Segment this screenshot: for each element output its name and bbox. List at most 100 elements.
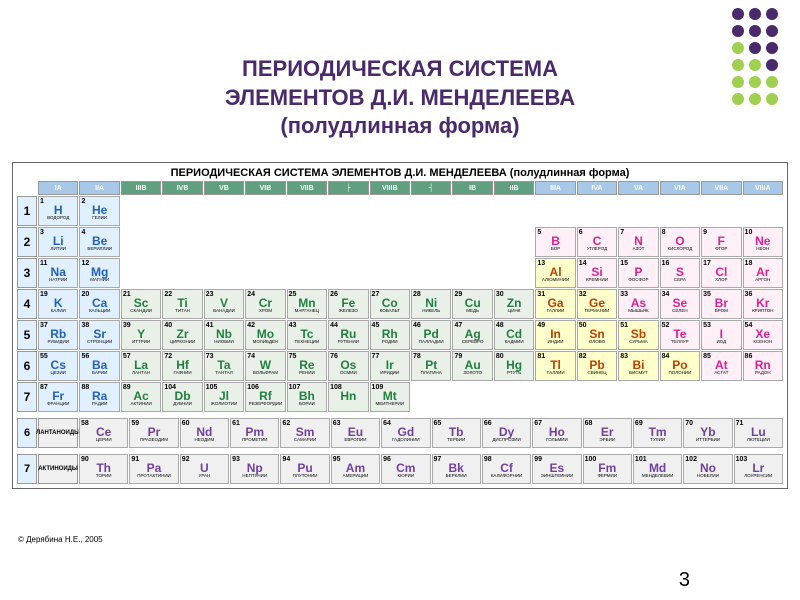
element-cell-na: 11NaНАТРИЙ [38, 258, 78, 288]
element-cell-np: 93NpНЕПТУНИЙ [230, 454, 279, 484]
element-symbol: Sn [579, 328, 615, 340]
element-symbol: Ni [413, 297, 449, 309]
element-cell-pr: 59PrПРАЗЕОДИМ [129, 418, 178, 448]
element-symbol: Co [372, 297, 408, 309]
element-symbol: Ru [330, 328, 366, 340]
element-cell-au: 79AuЗОЛОТО [452, 351, 492, 381]
f-block-label: ЛАНТАНОИДЫ [38, 418, 78, 448]
element-symbol: Mn [289, 297, 325, 309]
element-name: АЛЮМИНИЙ [537, 278, 573, 283]
element-cell-kr: 36KrКРИПТОН [743, 289, 783, 319]
element-cell-os: 76OsОСМИЙ [328, 351, 368, 381]
element-symbol: Ga [537, 297, 573, 309]
element-name: ГАФНИЙ [164, 371, 200, 376]
group-header: VIB [245, 181, 285, 195]
element-name: ПЛУТОНИЙ [282, 474, 327, 479]
element-symbol: Tc [289, 328, 325, 340]
element-name: ДУБНИЙ [164, 402, 200, 407]
element-cell-gd: 64GdГАДОЛИНИЙ [381, 418, 430, 448]
element-name: ИРИДИЙ [372, 371, 408, 376]
element-cell-li: 3LiЛИТИЙ [38, 227, 78, 257]
element-symbol: Cr [247, 297, 283, 309]
element-symbol: Rh [372, 328, 408, 340]
element-cell-hg: 80HgРТУТЬ [494, 351, 534, 381]
element-name: ФОСФОР [620, 278, 656, 283]
element-symbol: Li [40, 235, 76, 247]
element-cell-hn: 108Hn [328, 382, 368, 412]
element-cell-n: 7NАЗОТ [618, 227, 658, 257]
dot-icon [732, 8, 744, 20]
element-cell-rn: 86RnРАДОН [743, 351, 783, 381]
element-name: СЕРЕБРО [454, 340, 490, 345]
element-name: КРИПТОН [745, 309, 781, 314]
element-symbol: Al [537, 266, 573, 278]
group-header: IIA [79, 181, 119, 195]
element-name: КЮРИЙ [383, 474, 428, 479]
group-header: IA [38, 181, 78, 195]
element-cell-f: 9FФТОР [701, 227, 741, 257]
element-cell-sm: 62SmСАМАРИЙ [280, 418, 329, 448]
element-symbol: Te [662, 328, 698, 340]
element-name: РЕЗЕРФОРДИЙ [247, 402, 283, 407]
element-cell-po: 84PoПОЛОНИЙ [660, 351, 700, 381]
element-symbol: Sb [620, 328, 656, 340]
dot-icon [766, 76, 778, 88]
element-cell-xe: 54XeКСЕНОН [743, 320, 783, 350]
element-name: САМАРИЙ [282, 438, 327, 443]
element-name: НОБЕЛИЙ [685, 474, 730, 479]
element-name: ВОЛЬФРАМ [247, 371, 283, 376]
element-name: РЕНИЙ [289, 371, 325, 376]
group-header: IVA [577, 181, 617, 195]
element-cell-zn: 30ZnЦИНК [494, 289, 534, 319]
element-name: ТАЛЛИЙ [537, 371, 573, 376]
element-cell-rb: 37RbРУБИДИЙ [38, 320, 78, 350]
element-symbol: Th [81, 462, 126, 474]
periodic-table-grid: 11HВОДОРОД2HeГЕЛИЙ23LiЛИТИЙ4BeБЕРИЛЛИЙ5B… [17, 196, 783, 412]
element-name: ГАДОЛИНИЙ [383, 438, 428, 443]
element-symbol: La [123, 359, 159, 371]
element-name: ЖОЛИОТИЙ [206, 402, 242, 407]
element-name: БЕРИЛЛИЙ [81, 247, 117, 252]
element-symbol: Mo [247, 328, 283, 340]
element-name: НЕОН [745, 247, 781, 252]
element-cell-i: 53IИОД [701, 320, 741, 350]
element-name: КАЛЬЦИЙ [81, 309, 117, 314]
element-cell-db: 104DbДУБНИЙ [162, 382, 202, 412]
lanthanide-row: 6ЛАНТАНОИДЫ58CeЦЕРИЙ59PrПРАЗЕОДИМ60NdНЕО… [17, 418, 783, 448]
element-symbol: Cu [454, 297, 490, 309]
element-symbol: Po [662, 359, 698, 371]
element-symbol: Bi [620, 359, 656, 371]
element-symbol: Bh [289, 390, 325, 402]
period-label: 3 [17, 258, 37, 288]
group-header-row: IAIIAIIIBIVBVBVIBVIIB├VIIIB┤IBIIBIIIAIVA… [17, 181, 783, 195]
element-cell-mn: 25MnМАРГАНЕЦ [287, 289, 327, 319]
element-cell-sr: 38SrСТРОНЦИЙ [79, 320, 119, 350]
element-symbol: Sm [282, 426, 327, 438]
dot-icon [766, 93, 778, 105]
element-name: ГОЛЬМИЙ [534, 438, 579, 443]
element-cell-hf: 72HfГАФНИЙ [162, 351, 202, 381]
element-cell-am: 95AmАМЕРИЦИЙ [331, 454, 380, 484]
element-name: МАГНИЙ [81, 278, 117, 283]
element-name: ФЕРМИЙ [585, 474, 630, 479]
element-symbol: I [703, 328, 739, 340]
element-name: РУТЕНИЙ [330, 340, 366, 345]
element-cell-er: 68ErЭРБИЙ [583, 418, 632, 448]
element-cell-eu: 63EuЕВРОПИЙ [331, 418, 380, 448]
element-name: МЕНДЕЛЕВИЙ [635, 474, 680, 479]
element-name: АРГОН [745, 278, 781, 283]
element-cell-es: 99EsЭЙНШТЕЙНИЙ [532, 454, 581, 484]
element-name: ЦЕЗИЙ [40, 371, 76, 376]
element-cell-bi: 83BiВИСМУТ [618, 351, 658, 381]
element-symbol: Ba [81, 359, 117, 371]
element-name: ПРАЗЕОДИМ [131, 438, 176, 443]
element-cell-cs: 55CsЦЕЗИЙ [38, 351, 78, 381]
element-cell-at: 85AtАСТАТ [701, 351, 741, 381]
group-header: VIIIB [370, 181, 410, 195]
element-symbol: K [40, 297, 76, 309]
element-cell-md: 101MdМЕНДЕЛЕВИЙ [633, 454, 682, 484]
element-cell-ga: 31GaГАЛЛИЙ [535, 289, 575, 319]
element-name: АКТИНИЙ [123, 402, 159, 407]
element-cell-bk: 97BkБЕРКЛИЙ [432, 454, 481, 484]
element-symbol: Np [232, 462, 277, 474]
